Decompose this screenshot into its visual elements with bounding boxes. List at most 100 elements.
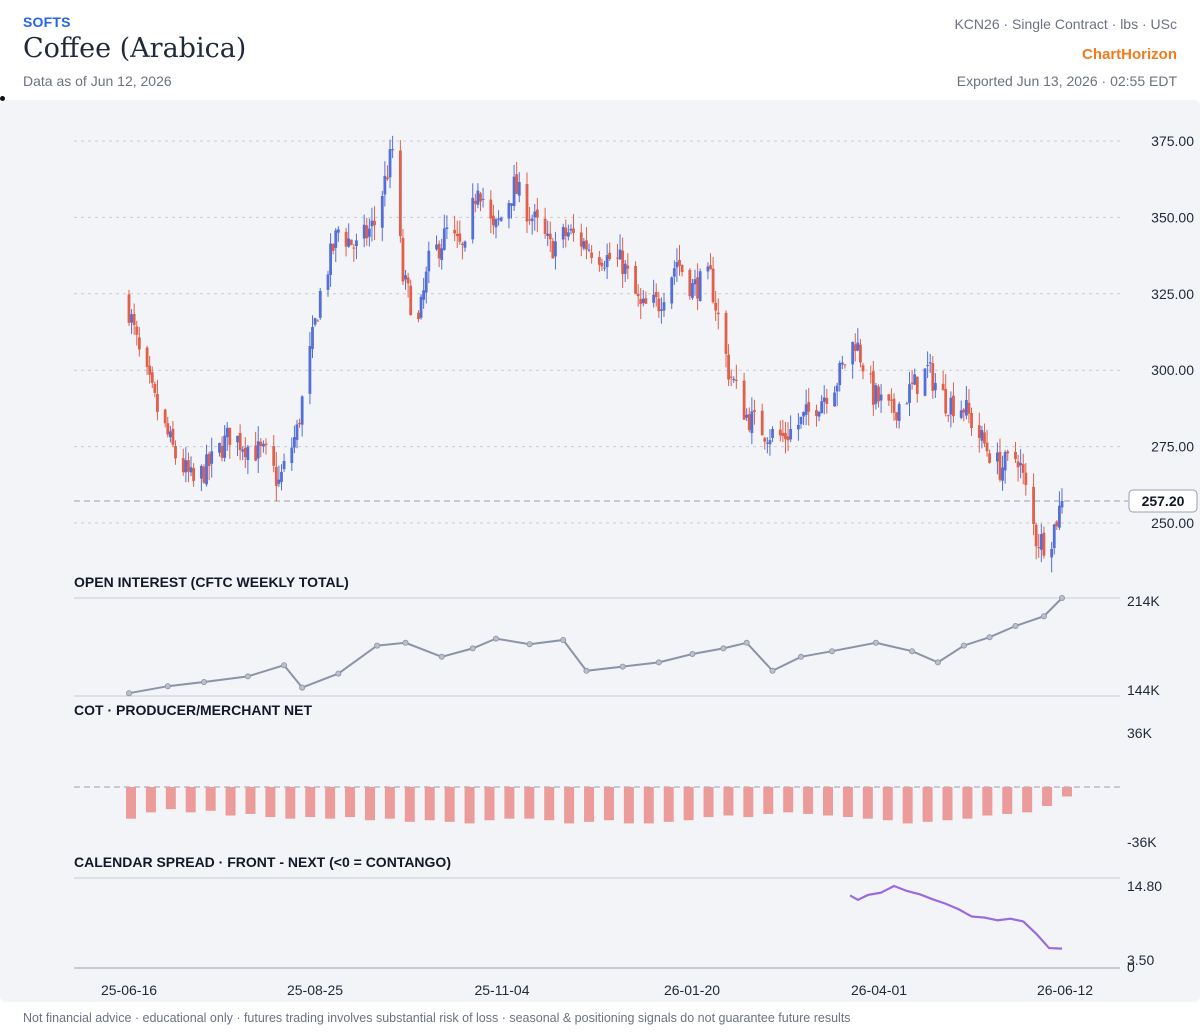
candle-down	[401, 238, 405, 282]
candle-down	[344, 231, 348, 247]
cot-bar	[882, 787, 893, 821]
candle-down	[941, 383, 945, 391]
x-tick-label: 26-01-20	[664, 982, 720, 998]
open-interest-series[interactable]	[126, 595, 1066, 697]
candle-down	[608, 252, 612, 260]
candle-down	[137, 337, 141, 350]
candle-down	[365, 225, 369, 239]
candle-up	[623, 263, 627, 274]
candle-down	[243, 447, 247, 458]
candle-up	[1058, 505, 1061, 528]
candle-up	[311, 327, 314, 349]
cot-bar	[902, 787, 913, 824]
candle-down	[946, 415, 950, 417]
candle-down	[1034, 524, 1038, 547]
candle-up	[367, 228, 371, 237]
candle-up	[908, 384, 911, 403]
cot-bar	[1022, 787, 1033, 813]
candle-up	[926, 364, 930, 366]
candle-down	[727, 354, 731, 380]
candle-down	[1021, 464, 1025, 473]
candle-up	[499, 217, 503, 221]
price-tick-label: 250.00	[1151, 515, 1194, 531]
candle-down	[716, 312, 720, 315]
candle-down	[386, 177, 389, 180]
cot-bar	[524, 787, 535, 819]
candle-down	[127, 294, 131, 323]
price-tick-label: 375.00	[1151, 133, 1194, 149]
candle-up	[510, 203, 513, 206]
grid-lines	[74, 140, 1128, 969]
candle-down	[781, 432, 785, 437]
candle-down	[678, 260, 681, 266]
candle-down	[597, 257, 601, 265]
candle-up	[199, 465, 203, 479]
candle-up	[277, 479, 281, 484]
candle-down	[409, 285, 413, 316]
open-interest-point	[655, 659, 662, 666]
candle-down	[163, 409, 167, 424]
candle-down	[150, 372, 154, 383]
candle-down	[734, 379, 738, 381]
candle-down	[572, 228, 575, 234]
candle-down	[747, 414, 751, 431]
x-tick-label: 25-06-16	[101, 982, 157, 998]
candle-down	[778, 429, 782, 436]
candle-up	[380, 195, 384, 228]
open-interest-point	[1059, 595, 1066, 602]
candle-up	[822, 397, 826, 402]
candle-up	[168, 431, 172, 438]
cot-bar	[305, 787, 316, 818]
open-interest-point	[828, 648, 835, 655]
open-interest-point	[281, 662, 288, 669]
candle-down	[171, 428, 175, 445]
candle-down	[634, 265, 637, 294]
open-interest-line	[128, 597, 1063, 695]
price-candles[interactable]	[127, 135, 1064, 573]
candle-down	[853, 344, 857, 352]
cot-bar	[384, 787, 395, 819]
candle-down	[600, 262, 604, 267]
calendar-spread-line	[849, 884, 1063, 950]
candle-up	[838, 363, 842, 386]
open-interest-point	[438, 653, 445, 660]
open-interest-point	[1012, 623, 1019, 630]
candle-up	[463, 241, 467, 248]
candle-up	[670, 277, 674, 304]
candle-down	[825, 397, 829, 404]
candle-down	[492, 215, 495, 226]
candle-up	[897, 404, 901, 421]
candle-up	[336, 229, 340, 233]
candle-down	[680, 265, 684, 272]
open-interest-title: OPEN INTEREST (CFTC WEEKLY TOTAL)	[74, 574, 349, 590]
brand-logo[interactable]: ChartHorizon	[1082, 46, 1177, 63]
candle-down	[417, 312, 420, 320]
candle-down	[551, 240, 555, 259]
candle-down	[688, 269, 692, 297]
candle-up	[1019, 463, 1023, 466]
spread-title: CALENDAR SPREAD · FRONT - NEXT (<0 = CON…	[74, 854, 451, 870]
calendar-spread-series[interactable]	[849, 884, 1063, 950]
candle-down	[970, 412, 973, 429]
candle-down	[228, 427, 232, 445]
candle-down	[398, 150, 402, 237]
cot-bar	[743, 787, 754, 818]
cot-bar	[723, 787, 734, 816]
category-label: SOFTS	[23, 14, 71, 30]
cot-bar	[823, 787, 834, 816]
open-interest-point	[743, 639, 750, 646]
candle-down	[543, 218, 547, 234]
open-interest-point	[909, 648, 916, 655]
candle-up	[261, 443, 265, 447]
candle-down	[373, 220, 376, 226]
export-timestamp: Exported Jun 13, 2026 · 02:55 EDT	[956, 73, 1177, 89]
candle-down	[174, 446, 177, 459]
cot-bar	[185, 787, 196, 813]
candle-up	[1050, 548, 1054, 558]
candle-down	[1016, 461, 1020, 468]
price-tick-label: 325.00	[1151, 286, 1194, 302]
candle-up	[765, 442, 769, 444]
cot-net-bars[interactable]	[126, 787, 1072, 824]
candle-up	[533, 211, 537, 218]
